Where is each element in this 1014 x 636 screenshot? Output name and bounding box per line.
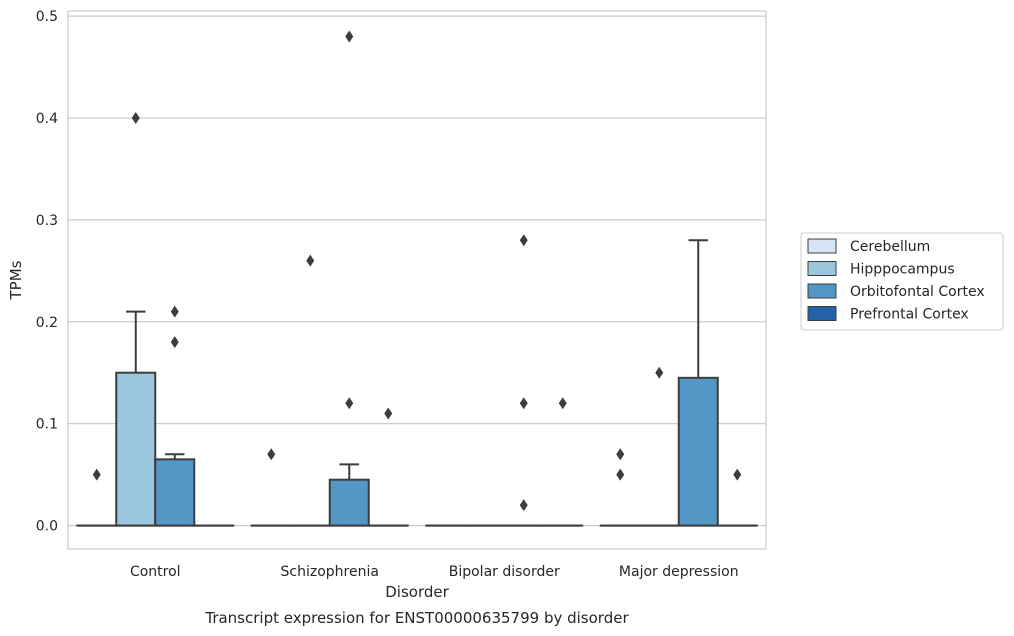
y-axis-title: TPMs	[7, 260, 25, 300]
x-tick-label: Control	[130, 564, 181, 580]
box	[677, 376, 719, 527]
legend-swatch	[807, 261, 837, 276]
box-group	[154, 305, 196, 527]
box-group	[599, 448, 641, 527]
legend-item: Prefrontal Cortex	[807, 306, 969, 323]
legend-item: Orbitofontal Cortex	[807, 283, 985, 300]
outlier-point	[267, 448, 276, 461]
legend-item: Cerebellum	[807, 238, 930, 255]
box	[115, 371, 157, 527]
chart-caption: Transcript expression for ENST0000063579…	[204, 609, 629, 627]
outlier-point	[616, 468, 625, 481]
legend-frame	[800, 232, 1004, 331]
outlier-point	[131, 111, 140, 124]
outlier-point	[345, 30, 354, 43]
x-tick-label: Major depression	[619, 564, 739, 580]
y-tick-label: 0.4	[36, 111, 58, 127]
legend-swatch	[807, 238, 837, 254]
legend-swatch	[807, 306, 837, 321]
legend-label: Cerebellum	[850, 239, 930, 255]
box-group	[250, 448, 292, 527]
x-axis-title: Disorder	[385, 583, 449, 601]
outlier-point	[655, 366, 664, 379]
gridlines	[68, 15, 766, 527]
y-axis-ticks: 0.0 0.1 0.2 0.3 0.4 0.5	[36, 9, 58, 534]
x-tick-label: Schizophrenia	[281, 564, 379, 580]
boxes	[76, 30, 758, 527]
legend-item: Hipppocampus	[807, 261, 955, 278]
legend: Cerebellum Hipppocampus Orbitofontal Corte…	[800, 232, 1004, 331]
outlier-point	[170, 305, 179, 318]
y-tick-label: 0.3	[36, 213, 58, 229]
outlier-point	[733, 468, 742, 481]
x-axis-ticks: Control Schizophrenia Bipolar disorder Majo…	[130, 564, 739, 580]
y-tick-label: 0.2	[36, 315, 58, 331]
box-group	[367, 407, 409, 527]
outlier-point	[616, 448, 625, 461]
outlier-point	[306, 254, 315, 267]
y-tick-label: 0.0	[36, 519, 58, 535]
outlier-point	[92, 468, 101, 481]
x-tick-label: Bipolar disorder	[449, 564, 560, 580]
outlier-point	[558, 397, 567, 410]
y-tick-label: 0.1	[36, 417, 58, 433]
outlier-point	[384, 407, 393, 420]
outlier-point	[519, 499, 528, 512]
legend-label: Prefrontal Cortex	[850, 307, 969, 323]
box	[154, 458, 196, 527]
outlier-point	[519, 234, 528, 247]
box-group	[638, 366, 680, 527]
y-tick-label: 0.5	[36, 9, 58, 25]
outlier-point	[170, 336, 179, 349]
outlier-point	[345, 397, 354, 410]
box-group	[677, 239, 719, 527]
box	[328, 478, 370, 527]
legend-label: Orbitofontal Cortex	[850, 284, 985, 300]
box-group	[328, 30, 370, 527]
plot-frame	[67, 10, 767, 550]
box-group	[716, 468, 758, 527]
box-group	[503, 234, 545, 527]
legend-label: Hipppocampus	[850, 262, 955, 278]
box-group	[289, 254, 331, 527]
box-group	[542, 397, 584, 527]
box-group	[115, 111, 157, 527]
box-group	[76, 468, 118, 527]
legend-swatch	[807, 283, 837, 299]
outlier-point	[519, 397, 528, 410]
